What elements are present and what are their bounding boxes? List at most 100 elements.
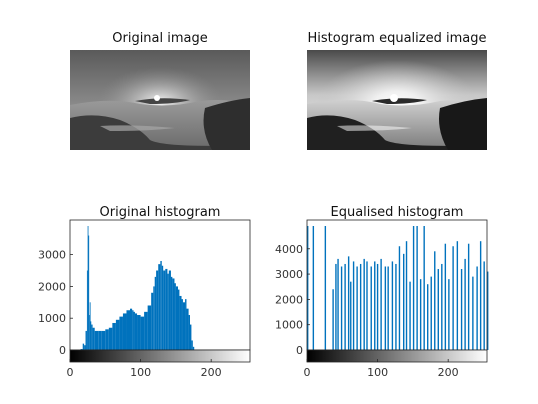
histogram-bar <box>376 263 379 350</box>
histogram-bar <box>130 308 133 350</box>
histogram-bar <box>344 263 346 350</box>
histogram-bar <box>423 226 425 350</box>
histogram-bar <box>151 292 154 350</box>
equalized-image-title: Histogram equalized image <box>308 31 487 46</box>
histogram-bar <box>188 315 190 350</box>
plot-area <box>307 220 487 350</box>
histogram-bar <box>133 311 135 350</box>
histogram-bar <box>483 261 485 350</box>
histogram-bar <box>384 266 387 350</box>
histogram-bar <box>464 258 466 350</box>
histogram-bar <box>387 266 389 350</box>
histogram-bar <box>85 330 87 350</box>
histogram-bar <box>140 316 145 350</box>
histogram-bar <box>154 276 157 350</box>
histogram-bar <box>80 349 83 350</box>
histogram-bar <box>192 346 195 350</box>
histogram-bar <box>87 226 89 350</box>
histogram-bar <box>182 302 186 350</box>
histogram-bar <box>137 315 141 350</box>
histogram-bar <box>352 261 355 350</box>
histogram-bar <box>168 270 171 350</box>
histogram-bar <box>88 235 90 350</box>
histogram-bar <box>191 340 193 350</box>
histogram-bar <box>165 268 168 350</box>
histogram-bar <box>332 289 334 350</box>
histogram-bar <box>92 327 95 350</box>
original-image-title: Original image <box>112 31 208 46</box>
histogram-bar <box>366 261 368 350</box>
histogram-bar <box>82 343 85 350</box>
histogram-bar <box>437 269 439 350</box>
histogram-bar <box>132 310 134 350</box>
histogram-bar <box>419 279 422 350</box>
histogram-bar <box>434 251 436 350</box>
histogram-bar <box>487 271 489 350</box>
histogram-bar <box>409 281 411 350</box>
histogram-bar <box>91 324 93 350</box>
histogram-bar <box>144 311 148 350</box>
histogram-bar <box>430 276 432 350</box>
histogram-bar <box>172 278 175 350</box>
histogram-bar <box>94 330 99 350</box>
histogram-bar <box>174 283 176 350</box>
histogram-bar <box>105 329 109 350</box>
histogram-bar <box>337 258 339 350</box>
histogram-bar <box>186 308 189 350</box>
histogram-bar <box>181 299 183 350</box>
equalised-histogram-title: Equalised histogram <box>331 205 464 220</box>
x-tick-label: 0 <box>304 366 311 379</box>
histogram-bar <box>108 327 113 350</box>
y-tick-label: 1000 <box>38 312 66 325</box>
histogram-bar <box>350 281 352 350</box>
x-tick-label: 200 <box>201 366 222 379</box>
histogram-bar <box>153 286 155 350</box>
histogram-bar <box>412 226 415 350</box>
y-tick-label: 0 <box>59 344 66 357</box>
histogram-bar <box>472 276 474 350</box>
histogram-bar <box>178 289 180 350</box>
histogram-bar <box>467 243 470 350</box>
y-tick-label: 1000 <box>275 319 303 332</box>
histogram-bar <box>86 270 88 350</box>
histogram-bar <box>395 263 397 350</box>
y-tick-label: 4000 <box>275 243 303 256</box>
histogram-bar <box>427 284 429 350</box>
x-tick-label: 100 <box>367 366 388 379</box>
histogram-bar <box>156 270 159 350</box>
histogram-bar <box>324 226 327 350</box>
histogram-bar <box>119 316 123 350</box>
histogram-bar <box>391 261 394 350</box>
histogram-bar <box>170 276 173 350</box>
histogram-bar <box>101 330 106 350</box>
x-tick-label: 200 <box>438 366 459 379</box>
histogram-bar <box>160 260 162 350</box>
histogram-bar <box>363 258 365 350</box>
histogram-bar <box>347 256 350 350</box>
y-tick-label: 2000 <box>38 280 66 293</box>
y-tick-label: 3000 <box>275 268 303 281</box>
histogram-bar <box>161 265 164 350</box>
histogram-bar <box>374 261 376 350</box>
histogram-bar <box>147 305 152 350</box>
histogram-bar <box>359 263 362 350</box>
histogram-bar <box>307 226 309 350</box>
histogram-bar <box>89 302 91 350</box>
histogram-bar <box>167 273 169 350</box>
histogram-bar <box>403 253 405 350</box>
grayscale-colorbar <box>306 349 488 363</box>
histogram-bar <box>416 226 418 350</box>
histogram-bar <box>441 263 443 350</box>
histogram-bar <box>175 286 178 350</box>
histogram-bar <box>84 345 86 350</box>
grayscale-colorbar <box>69 349 251 363</box>
equalised-histogram: 0 1000 2000 3000 4000 0 100 200 <box>275 219 489 379</box>
histogram-bar <box>163 270 166 350</box>
histogram-bar <box>444 243 447 350</box>
histogram-bar <box>479 241 482 350</box>
histogram-bar <box>335 263 337 350</box>
histogram-bar <box>158 264 161 350</box>
original-histogram-title: Original histogram <box>100 205 221 220</box>
original-image <box>70 50 250 150</box>
histogram-bar <box>405 241 408 350</box>
